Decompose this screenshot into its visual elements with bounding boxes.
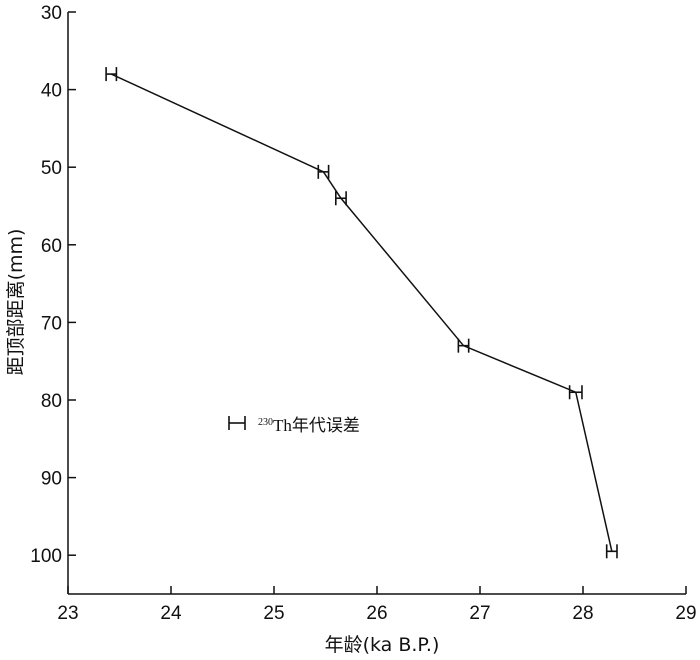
y-axis-ticks: 30 40 50 60 70 80 90 100 [30,3,76,567]
x-axis-title: 年龄(ka B.P.) [325,634,440,656]
series-line [110,73,613,552]
y-axis-title: 距顶部距离(mm) [5,229,27,376]
legend: 230Th年代误差 [228,416,360,435]
legend-error-bar-symbol [228,416,246,430]
x-tick-label: 23 [57,603,78,624]
data-point-error-bar [105,67,118,82]
y-tick-label: 80 [41,391,62,412]
data-point-error-bar [334,191,347,206]
y-tick-label: 40 [41,81,62,102]
data-point-error-bar [568,385,583,400]
legend-label-superscript: 230 [258,417,273,428]
data-point-error-bar [317,164,330,179]
y-tick-label: 50 [41,158,62,179]
legend-label-main: Th年代误差 [273,416,360,435]
y-tick-label: 70 [41,313,62,334]
x-tick-label: 29 [675,603,696,624]
error-bars [105,67,618,559]
x-tick-label: 24 [160,603,182,624]
y-tick-label: 60 [41,236,62,257]
legend-label: 230Th年代误差 [258,416,360,435]
y-tick-label: 30 [41,3,62,24]
data-point-error-bar [457,338,470,353]
y-tick-label: 100 [30,546,62,567]
axes [67,12,686,595]
y-tick-label: 90 [41,469,62,490]
x-axis-ticks: 23 24 25 26 27 28 29 [57,586,697,624]
x-tick-label: 28 [572,603,593,624]
x-tick-label: 26 [366,603,387,624]
x-tick-label: 25 [263,603,284,624]
x-tick-label: 27 [469,603,490,624]
age-depth-line [110,73,613,552]
data-point-error-bar [605,544,618,559]
